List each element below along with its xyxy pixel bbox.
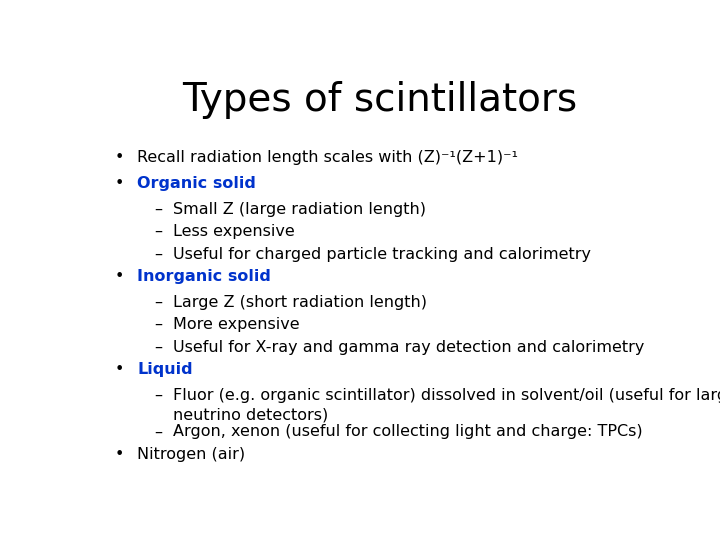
Text: –: – (154, 317, 162, 332)
Text: •: • (115, 150, 125, 165)
Text: Useful for charged particle tracking and calorimetry: Useful for charged particle tracking and… (173, 246, 590, 261)
Text: Argon, xenon (useful for collecting light and charge: TPCs): Argon, xenon (useful for collecting ligh… (173, 424, 642, 440)
Text: Organic solid: Organic solid (138, 176, 256, 191)
Text: Fluor (e.g. organic scintillator) dissolved in solvent/oil (useful for large: Fluor (e.g. organic scintillator) dissol… (173, 388, 720, 403)
Text: Nitrogen (air): Nitrogen (air) (138, 447, 246, 462)
Text: –: – (154, 246, 162, 261)
Text: •: • (115, 362, 125, 377)
Text: Small Z (large radiation length): Small Z (large radiation length) (173, 201, 426, 217)
Text: –: – (154, 388, 162, 403)
Text: neutrino detectors): neutrino detectors) (173, 407, 328, 422)
Text: •: • (115, 269, 125, 284)
Text: –: – (154, 201, 162, 217)
Text: Useful for X-ray and gamma ray detection and calorimetry: Useful for X-ray and gamma ray detection… (173, 340, 644, 355)
Text: –: – (154, 295, 162, 310)
Text: Inorganic solid: Inorganic solid (138, 269, 271, 284)
Text: •: • (115, 176, 125, 191)
Text: –: – (154, 340, 162, 355)
Text: Liquid: Liquid (138, 362, 193, 377)
Text: Recall radiation length scales with (Z)⁻¹(Z+1)⁻¹: Recall radiation length scales with (Z)⁻… (138, 150, 518, 165)
Text: Large Z (short radiation length): Large Z (short radiation length) (173, 295, 426, 310)
Text: Less expensive: Less expensive (173, 224, 294, 239)
Text: Types of scintillators: Types of scintillators (183, 82, 577, 119)
Text: •: • (115, 447, 125, 462)
Text: –: – (154, 424, 162, 440)
Text: –: – (154, 224, 162, 239)
Text: More expensive: More expensive (173, 317, 300, 332)
